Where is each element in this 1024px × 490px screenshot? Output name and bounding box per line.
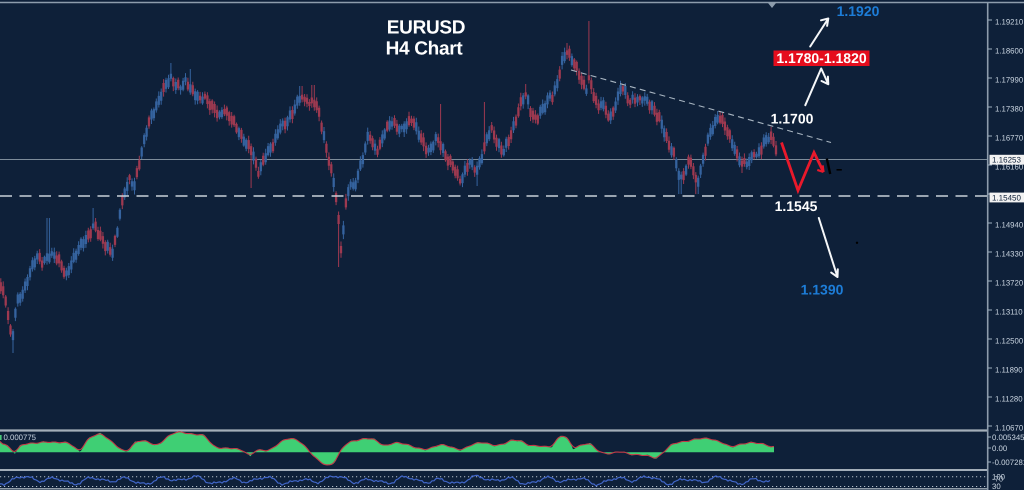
svg-text:0.000775: 0.000775	[4, 433, 37, 442]
svg-text:1.1545: 1.1545	[775, 198, 818, 214]
svg-text:30: 30	[992, 482, 1001, 490]
svg-text:1.17380: 1.17380	[995, 105, 1024, 114]
svg-text:1.10670: 1.10670	[995, 424, 1024, 433]
svg-text:100: 100	[992, 473, 1006, 482]
svg-text:1.1920: 1.1920	[837, 3, 880, 19]
svg-text:0.005345: 0.005345	[992, 433, 1024, 442]
svg-text:1.1700: 1.1700	[771, 111, 814, 127]
svg-text:-70: -70	[992, 475, 1004, 484]
svg-text:-0.007281: -0.007281	[992, 458, 1024, 467]
svg-text:1.11280: 1.11280	[995, 395, 1023, 404]
svg-text:1.14940: 1.14940	[995, 221, 1024, 230]
svg-text:1.17990: 1.17990	[995, 76, 1024, 85]
svg-text:1.19210: 1.19210	[995, 18, 1024, 27]
svg-text:1.16160: 1.16160	[995, 163, 1024, 172]
svg-text:1.12500: 1.12500	[995, 337, 1024, 346]
svg-text:1.18600: 1.18600	[995, 47, 1024, 56]
svg-text:1.11890: 1.11890	[995, 366, 1023, 375]
svg-text:1.13720: 1.13720	[995, 279, 1024, 288]
svg-text:0.00: 0.00	[992, 444, 1008, 453]
svg-text:1.16253: 1.16253	[992, 156, 1021, 165]
svg-text:1.16770: 1.16770	[995, 134, 1024, 143]
svg-text:H4 Chart: H4 Chart	[386, 39, 464, 60]
svg-text:1.1780-1.1820: 1.1780-1.1820	[776, 50, 867, 66]
svg-text:1.14330: 1.14330	[995, 250, 1024, 259]
svg-text:EURUSD: EURUSD	[387, 18, 465, 39]
svg-text:1.1390: 1.1390	[801, 282, 844, 298]
svg-text:1.13110: 1.13110	[995, 308, 1023, 317]
svg-text:1.15450: 1.15450	[992, 193, 1021, 202]
